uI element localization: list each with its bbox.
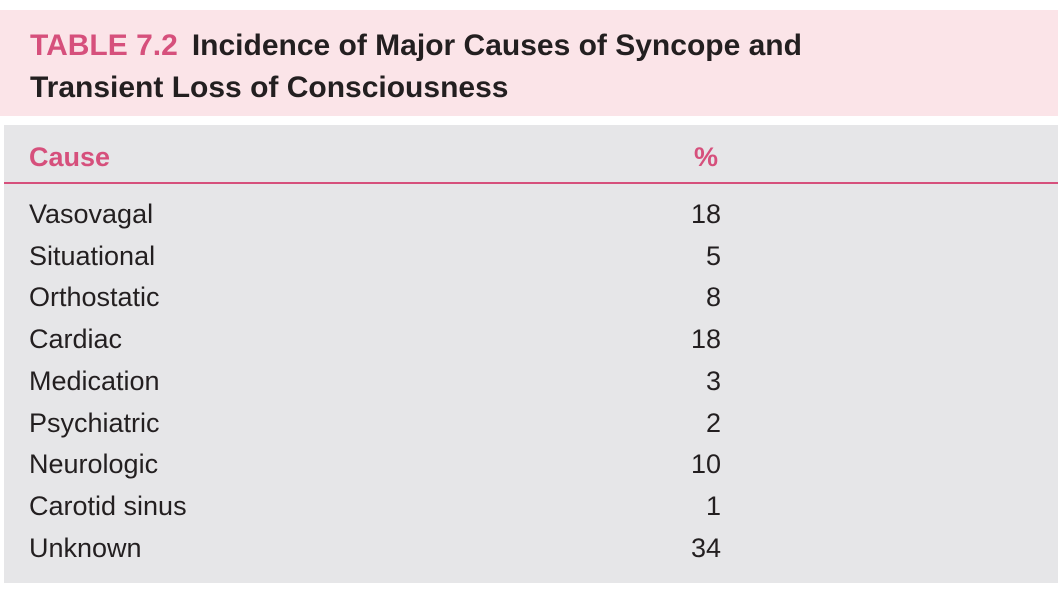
cause-cell: Cardiac [29,324,123,355]
percent-cell: 18 [690,199,721,229]
title-text: Incidence of Major Causes of Syncope and [191,29,802,62]
percent-cell: 5 [705,240,721,271]
cause-cell: Vasovagal [29,199,154,229]
percent-cell: 34 [690,532,721,563]
cause-cell: Unknown [29,532,142,563]
cause-cell: Orthostatic [29,282,160,313]
percent-cell: 2 [705,407,721,438]
cause-cell: Medication [29,365,160,396]
cause-cell: Psychiatric [29,407,160,438]
table-label: TABLE 7.2 [30,29,178,62]
cause-cell: Situational [29,240,156,271]
column-header: % [694,142,719,172]
column-header: Cause [29,142,111,172]
table-body: Cause % Vasovagal 18 Situational 5 Orthostat… [4,125,1058,583]
header-rule [4,182,1058,184]
title-line: Transient Loss of Consciousness [30,71,509,104]
table-header: TABLE 7.2 Incidence of Major Causes of Sy… [0,10,1058,116]
percent-cell: 8 [705,282,721,313]
cause-cell: Neurologic [29,449,159,480]
percent-cell: 1 [705,490,721,521]
percent-cell: 18 [690,324,721,355]
percent-cell: 10 [690,449,721,480]
cause-cell: Carotid sinus [29,490,187,521]
percent-cell: 3 [705,365,721,396]
title-line: TABLE 7.2 Incidence of Major Causes of Sy… [30,28,802,64]
